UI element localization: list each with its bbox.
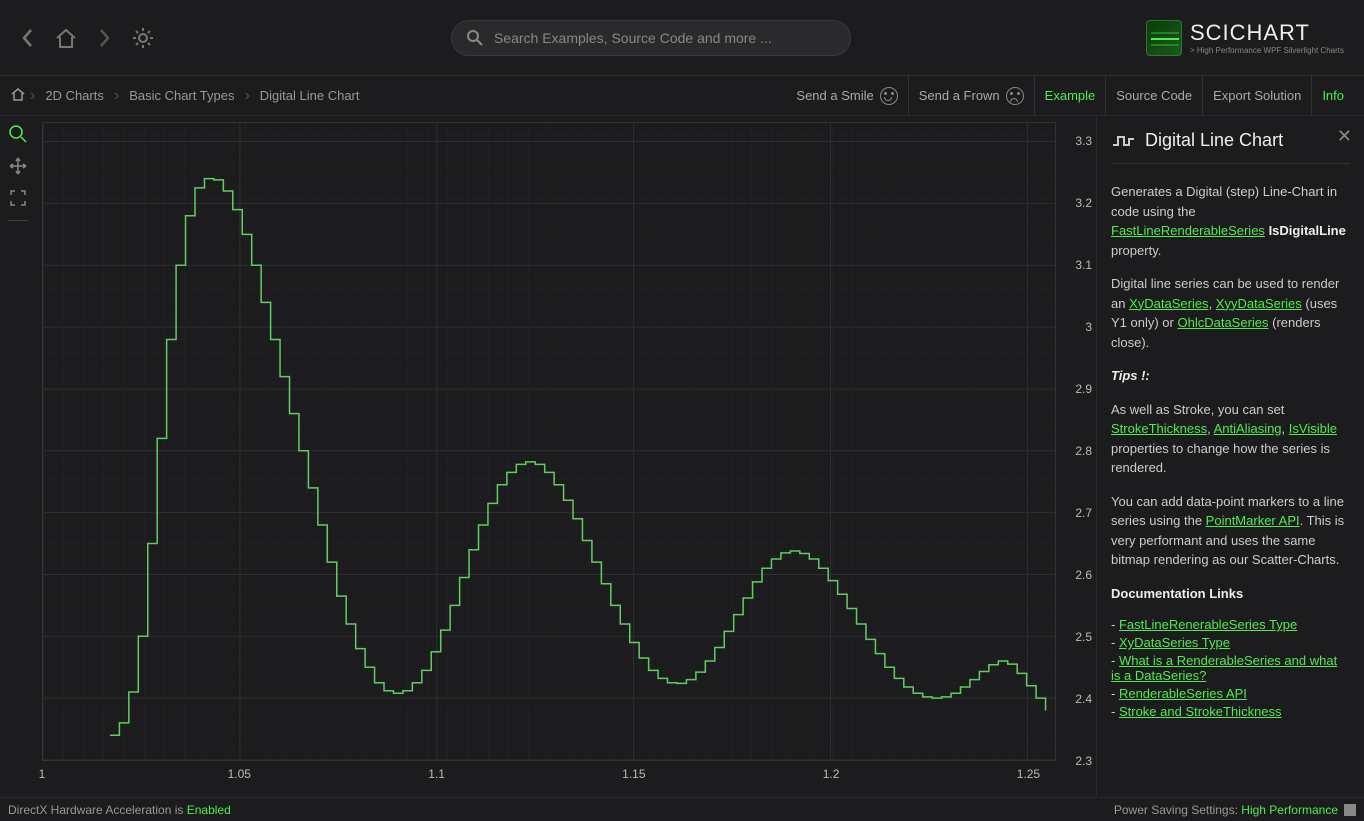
- frown-icon: [1006, 87, 1024, 105]
- info-paragraph: Digital line series can be used to rende…: [1111, 274, 1350, 352]
- y-tick-label: 2.9: [1075, 382, 1092, 396]
- send-frown-button[interactable]: Send a Frown: [908, 76, 1034, 116]
- x-axis: 1 1.05 1.1 1.15 1.2 1.25: [42, 763, 1056, 797]
- logo-title: SCICHART: [1190, 20, 1344, 46]
- chevron-right-icon: ›: [244, 87, 249, 105]
- doc-links: FastLineRenerableSeries Type XyDataSeries…: [1111, 617, 1350, 719]
- info-paragraph: As well as Stroke, you can set StrokeThi…: [1111, 400, 1350, 478]
- tab-export-solution[interactable]: Export Solution: [1202, 76, 1311, 116]
- tab-example[interactable]: Example: [1034, 76, 1106, 116]
- info-panel: ✕ Digital Line Chart Generates a Digital…: [1096, 116, 1364, 797]
- toolbar-divider: [8, 220, 28, 221]
- logo-icon: [1146, 20, 1182, 56]
- y-tick-label: 2.5: [1075, 630, 1092, 644]
- gear-icon[interactable]: [130, 25, 156, 51]
- status-indicator-icon[interactable]: [1344, 804, 1356, 816]
- chart-area: 2.3 2.4 2.5 2.6 2.7 2.8 2.9 3 3.1 3.2 3.3 1 1.05 1.1…: [36, 116, 1096, 797]
- y-tick-label: 3.2: [1075, 196, 1092, 210]
- tips-label: Tips !:: [1111, 366, 1350, 386]
- link-antialias[interactable]: AntiAliasing: [1214, 421, 1282, 436]
- tab-source-code[interactable]: Source Code: [1105, 76, 1202, 116]
- doclinks-title: Documentation Links: [1111, 584, 1350, 604]
- link-xyydata[interactable]: XyyDataSeries: [1216, 296, 1302, 311]
- y-tick-label: 3.1: [1075, 258, 1092, 272]
- breadcrumb-item[interactable]: Basic Chart Types: [123, 88, 240, 103]
- statusbar: DirectX Hardware Acceleration is Enabled…: [0, 797, 1364, 821]
- breadcrumb: › 2D Charts › Basic Chart Types › Digita…: [10, 87, 366, 105]
- x-tick-label: 1.25: [1017, 767, 1040, 781]
- y-tick-label: 3: [1085, 320, 1092, 334]
- info-title: Digital Line Chart: [1145, 130, 1283, 151]
- topbar: SCICHART > High Performance WPF Silverli…: [0, 0, 1364, 76]
- smile-icon: [880, 87, 898, 105]
- search-input[interactable]: [494, 30, 836, 46]
- subbar: › 2D Charts › Basic Chart Types › Digita…: [0, 76, 1364, 116]
- forward-icon[interactable]: [96, 27, 112, 49]
- pan-tool[interactable]: [4, 152, 32, 180]
- chart-svg: [43, 123, 1055, 760]
- x-tick-label: 1: [39, 767, 46, 781]
- doc-link[interactable]: What is a RenderableSeries and what is a…: [1111, 653, 1337, 683]
- y-tick-label: 2.8: [1075, 444, 1092, 458]
- link-strokethickness[interactable]: StrokeThickness: [1111, 421, 1207, 436]
- doc-link[interactable]: FastLineRenerableSeries Type: [1119, 617, 1297, 632]
- y-tick-label: 2.4: [1075, 692, 1092, 706]
- link-xydata[interactable]: XyDataSeries: [1129, 296, 1208, 311]
- logo[interactable]: SCICHART > High Performance WPF Silverli…: [1146, 20, 1344, 56]
- doc-link[interactable]: RenderableSeries API: [1119, 686, 1247, 701]
- chevron-right-icon: ›: [114, 87, 119, 105]
- search-box[interactable]: [451, 20, 851, 56]
- x-tick-label: 1.1: [428, 767, 445, 781]
- link-isvisible[interactable]: IsVisible: [1289, 421, 1337, 436]
- y-tick-label: 3.3: [1075, 134, 1092, 148]
- tab-info[interactable]: Info: [1311, 76, 1354, 116]
- x-tick-label: 1.05: [228, 767, 251, 781]
- y-axis: 2.32.42.52.62.72.82.933.13.23.3: [1058, 122, 1096, 761]
- search-wrap: [451, 20, 851, 56]
- link-ohlc[interactable]: OhlcDataSeries: [1177, 315, 1268, 330]
- nav-icons: [20, 25, 156, 51]
- breadcrumb-item[interactable]: Digital Line Chart: [254, 88, 366, 103]
- breadcrumb-item[interactable]: 2D Charts: [39, 88, 110, 103]
- zoom-tool[interactable]: [4, 120, 32, 148]
- left-toolbar: [0, 116, 36, 797]
- breadcrumb-home-icon[interactable]: [10, 87, 26, 104]
- link-fastline[interactable]: FastLineRenderableSeries: [1111, 223, 1265, 238]
- chart-plot[interactable]: [42, 122, 1056, 761]
- doc-link[interactable]: XyDataSeries Type: [1119, 635, 1230, 650]
- chevron-right-icon: ›: [30, 87, 35, 105]
- x-tick-label: 1.15: [622, 767, 645, 781]
- zoom-extents-tool[interactable]: [4, 184, 32, 212]
- search-icon: [466, 29, 484, 47]
- main: 2.3 2.4 2.5 2.6 2.7 2.8 2.9 3 3.1 3.2 3.3 1 1.05 1.1…: [0, 116, 1364, 797]
- link-pointmarker[interactable]: PointMarker API: [1206, 513, 1300, 528]
- step-line-icon: [1111, 131, 1135, 151]
- doc-link[interactable]: Stroke and StrokeThickness: [1119, 704, 1282, 719]
- subbar-right: Send a Smile Send a Frown Example Source…: [786, 76, 1354, 116]
- y-tick-label: 2.6: [1075, 568, 1092, 582]
- status-left: DirectX Hardware Acceleration is Enabled: [8, 803, 231, 817]
- info-paragraph: You can add data-point markers to a line…: [1111, 492, 1350, 570]
- home-icon[interactable]: [54, 27, 78, 49]
- info-header: Digital Line Chart: [1111, 130, 1350, 164]
- back-icon[interactable]: [20, 27, 36, 49]
- close-icon[interactable]: ✕: [1337, 126, 1352, 147]
- status-right: Power Saving Settings: High Performance: [1114, 803, 1356, 817]
- send-smile-button[interactable]: Send a Smile: [786, 76, 907, 116]
- x-tick-label: 1.2: [823, 767, 840, 781]
- info-paragraph: Generates a Digital (step) Line-Chart in…: [1111, 182, 1350, 260]
- y-tick-label: 2.3: [1075, 754, 1092, 768]
- logo-subtitle: > High Performance WPF Silverlight Chart…: [1190, 46, 1344, 55]
- y-tick-label: 2.7: [1075, 506, 1092, 520]
